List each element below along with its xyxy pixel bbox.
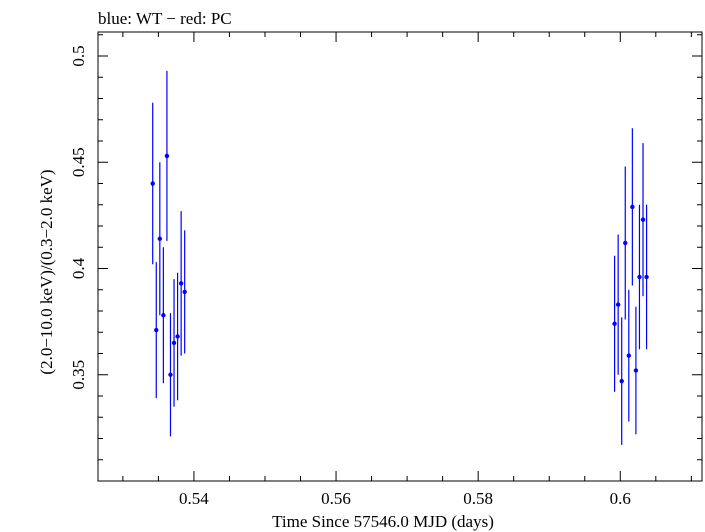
- data-point-wt: [178, 281, 184, 286]
- data-point-wt: [612, 321, 617, 326]
- x-axis-title: Time Since 57546.0 MJD (days): [272, 512, 494, 531]
- y-tick-labels: 0.35 0.4 0.45 0.5: [69, 45, 88, 389]
- data-point-wt: [630, 204, 635, 210]
- x-tick-label: 0.54: [179, 489, 209, 508]
- data-point-wt: [154, 327, 159, 333]
- data-point-wt: [626, 353, 632, 358]
- data-point-wt: [164, 153, 170, 159]
- y-tick-label: 0.5: [69, 45, 88, 66]
- data-point-wt: [182, 289, 187, 295]
- data-point-wt: [615, 302, 621, 307]
- y-axis-title: (2.0−10.0 keV)/(0.3−2.0 keV): [37, 169, 56, 374]
- data-point-wt: [637, 274, 642, 280]
- data-point-wt: [171, 340, 177, 346]
- axis-ticks: [98, 32, 702, 482]
- data-point-wt: [633, 368, 639, 373]
- chart-title: blue: WT − red: PC: [98, 9, 232, 28]
- y-tick-label: 0.45: [69, 147, 88, 177]
- data-point-wt: [640, 217, 646, 222]
- data-point-wt: [150, 181, 155, 186]
- data-point-wt: [644, 274, 649, 280]
- data-point-wt: [157, 236, 163, 241]
- x-tick-labels: 0.54 0.56 0.58 0.6: [179, 489, 631, 508]
- x-tick-label: 0.58: [463, 489, 493, 508]
- plot-frame: [97, 31, 703, 482]
- data-point-wt: [161, 313, 166, 318]
- data-point-wt: [175, 334, 180, 339]
- x-tick-label: 0.56: [321, 489, 351, 508]
- data-point-wt: [619, 378, 624, 384]
- y-tick-label: 0.35: [69, 360, 88, 390]
- data-point-wt: [623, 240, 628, 246]
- data-points: [150, 153, 649, 384]
- x-tick-label: 0.6: [610, 489, 631, 508]
- y-tick-label: 0.4: [69, 257, 88, 279]
- data-point-wt: [168, 372, 173, 377]
